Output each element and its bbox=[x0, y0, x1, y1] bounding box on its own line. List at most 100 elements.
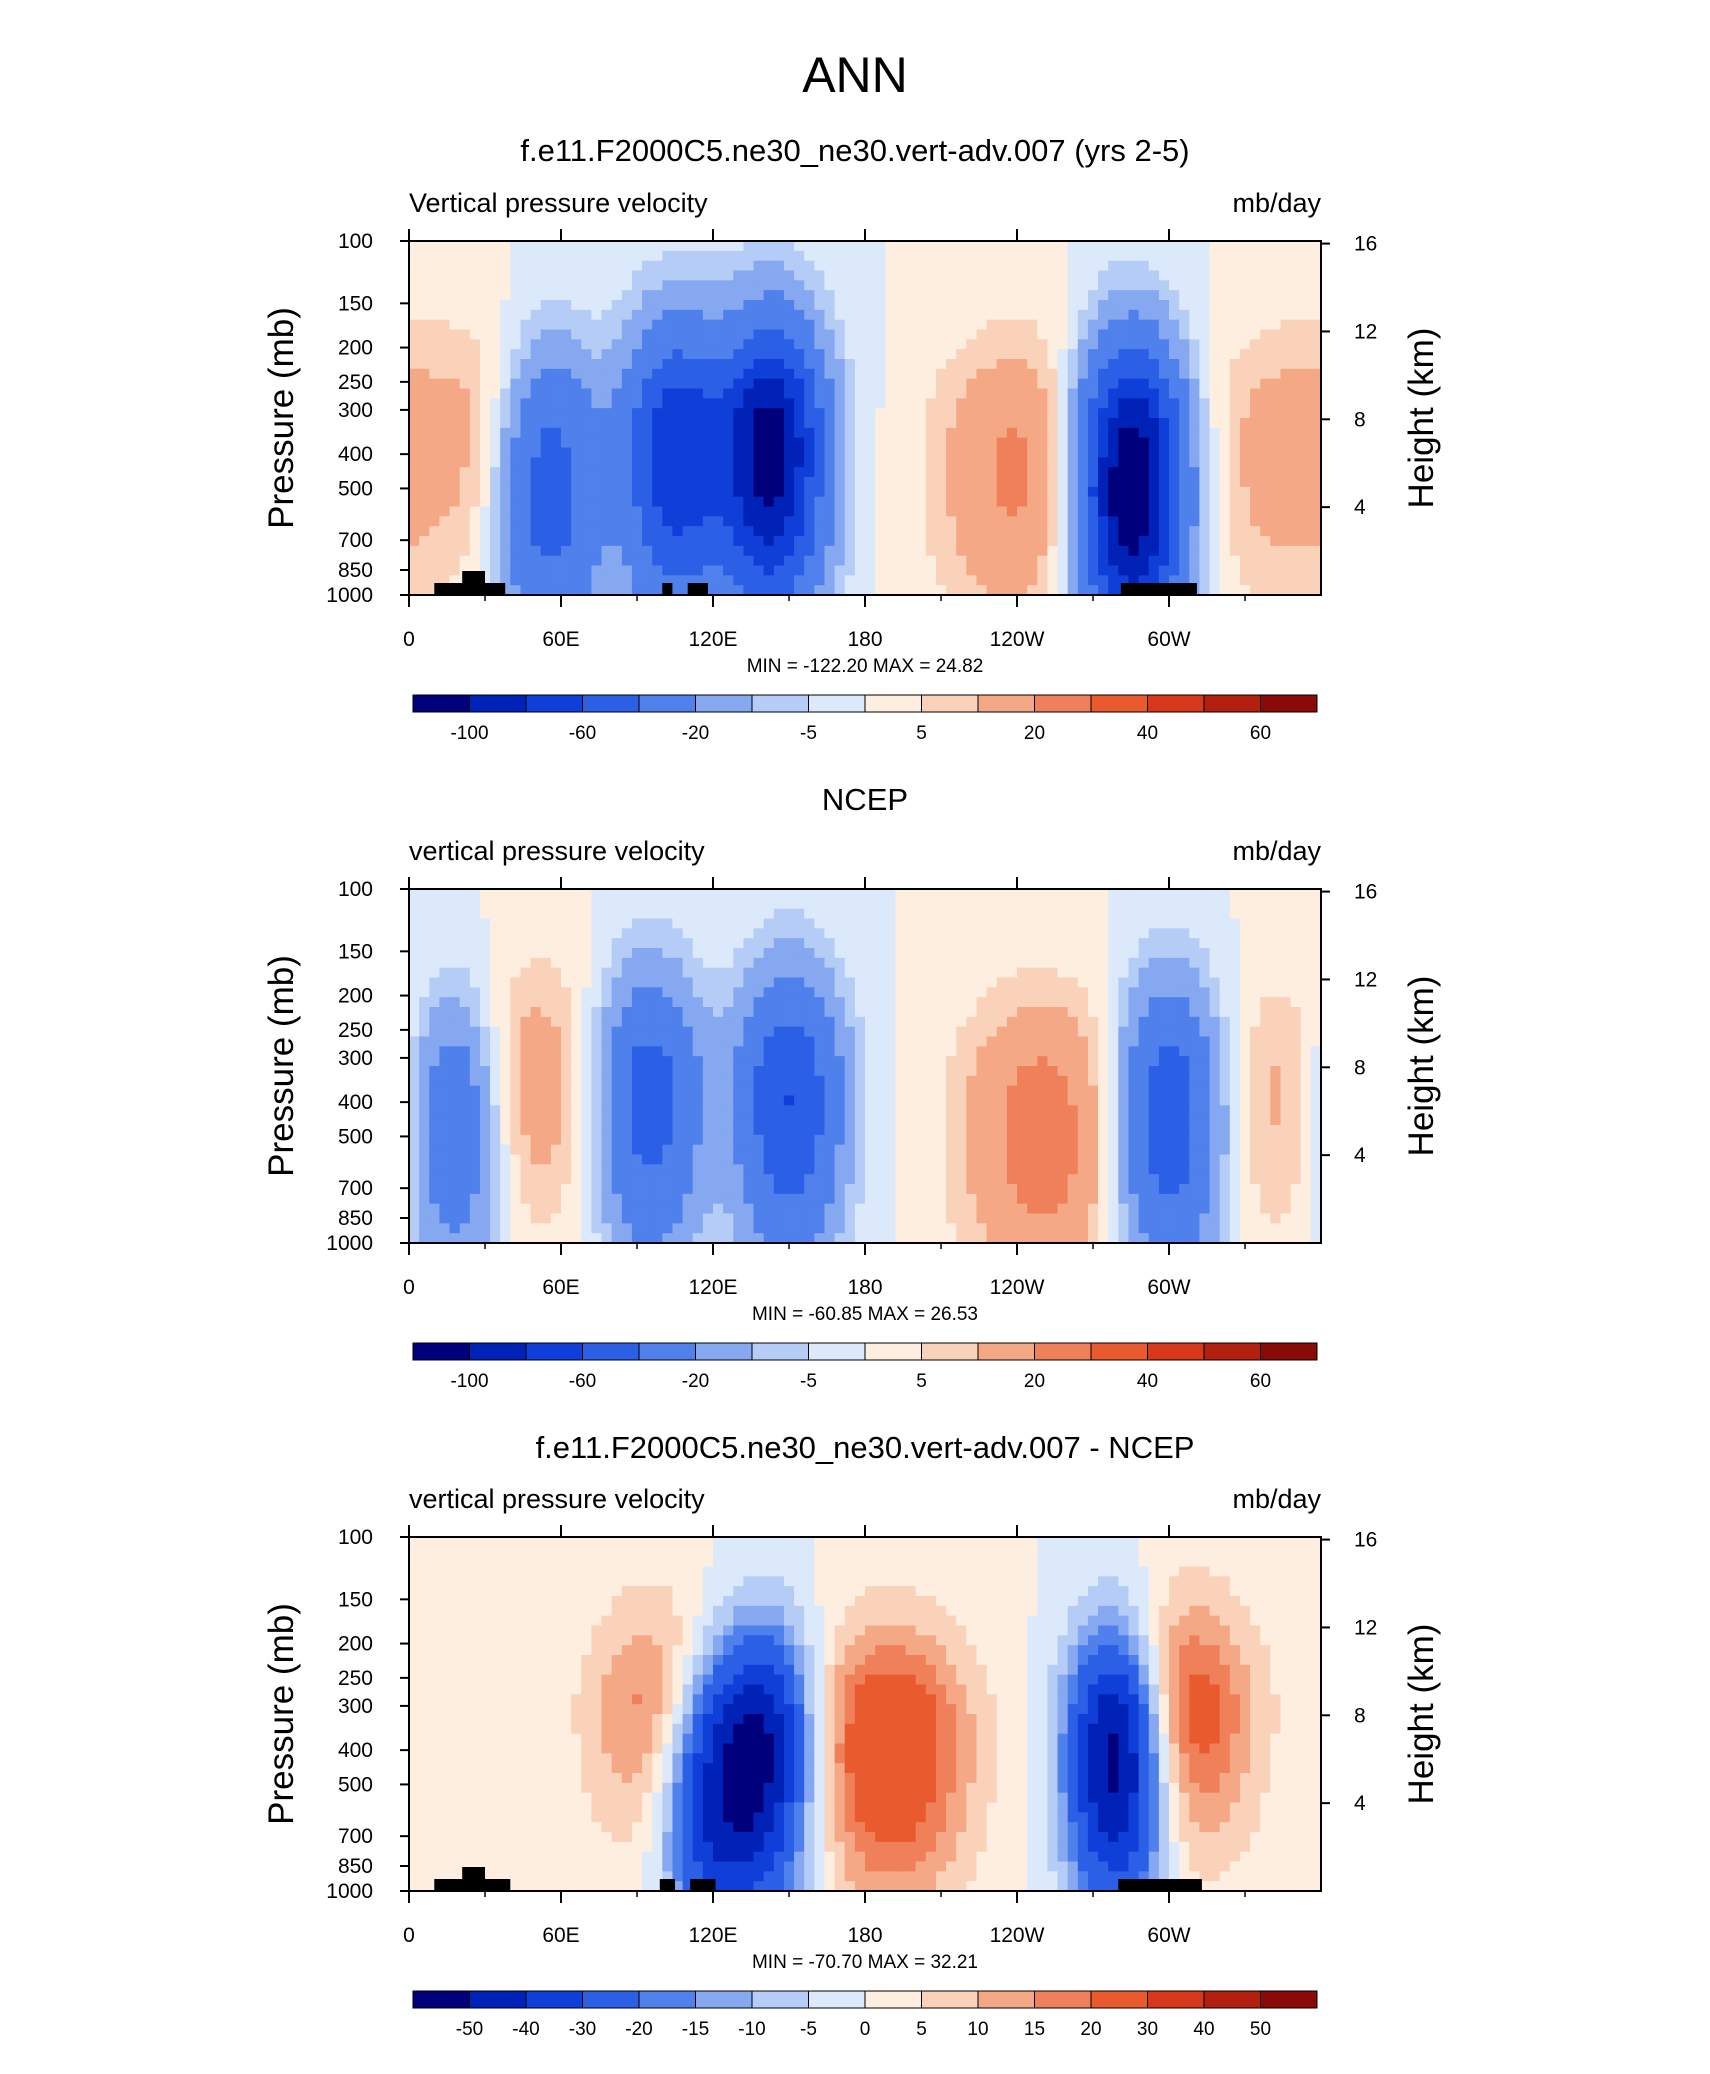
contour-cell bbox=[1077, 280, 1089, 291]
contour-cell bbox=[1239, 516, 1251, 527]
y-tick-label: 100 bbox=[338, 230, 373, 253]
contour-cell bbox=[429, 496, 440, 508]
contour-cell bbox=[601, 1026, 613, 1038]
contour-cell bbox=[1300, 516, 1312, 527]
contour-cell bbox=[1189, 1036, 1200, 1047]
contour-cell bbox=[865, 300, 876, 311]
contour-cell bbox=[621, 309, 633, 321]
contour-cell bbox=[702, 565, 714, 576]
contour-cell bbox=[1077, 938, 1089, 949]
contour-cell bbox=[1169, 987, 1180, 998]
contour-cell bbox=[702, 1046, 714, 1057]
contour-cell bbox=[743, 1026, 755, 1038]
contour-cell bbox=[561, 898, 572, 910]
contour-cell bbox=[1250, 398, 1261, 409]
contour-cell bbox=[976, 329, 988, 340]
contour-cell bbox=[581, 1007, 592, 1018]
contour-cell bbox=[1300, 496, 1312, 508]
contour-cell bbox=[966, 948, 978, 959]
contour-cell bbox=[794, 280, 805, 291]
contour-cell bbox=[1128, 339, 1140, 350]
contour-cell bbox=[1179, 467, 1190, 478]
contour-cell bbox=[946, 418, 957, 429]
contour-cell bbox=[1209, 496, 1221, 508]
contour-cell bbox=[794, 329, 805, 340]
contour-cell bbox=[561, 359, 572, 370]
contour-cell bbox=[702, 329, 714, 340]
contour-cell bbox=[611, 997, 623, 1008]
contour-cell bbox=[662, 290, 674, 301]
contour-cell bbox=[1189, 329, 1200, 340]
contour-cell bbox=[1108, 408, 1119, 419]
contour-cell bbox=[702, 908, 714, 920]
contour-cell bbox=[469, 477, 481, 488]
contour-cell bbox=[1260, 329, 1271, 340]
contour-cell bbox=[804, 378, 815, 390]
contour-cell bbox=[530, 467, 542, 478]
contour-cell bbox=[1250, 957, 1261, 969]
contour-cell bbox=[956, 948, 967, 959]
contour-cell bbox=[1310, 516, 1322, 527]
contour-cell bbox=[1300, 928, 1312, 939]
contour-cell bbox=[621, 270, 633, 281]
contour-cell bbox=[1158, 477, 1170, 488]
contour-cell bbox=[449, 977, 461, 988]
contour-cell bbox=[601, 928, 613, 939]
contour-cell bbox=[449, 997, 461, 1008]
contour-cell bbox=[1118, 427, 1130, 439]
x-tick-label: 0 bbox=[403, 628, 415, 651]
contour-cell bbox=[490, 555, 501, 567]
contour-cell bbox=[1128, 349, 1140, 360]
contour-cell bbox=[1280, 918, 1292, 929]
contour-cell bbox=[1300, 506, 1312, 517]
contour-cell bbox=[935, 309, 947, 321]
contour-cell bbox=[621, 977, 633, 988]
contour-cell bbox=[875, 565, 886, 576]
contour-cell bbox=[662, 349, 674, 360]
contour-cell bbox=[1158, 359, 1170, 370]
contour-cell bbox=[449, 938, 461, 949]
contour-cell bbox=[1087, 1016, 1099, 1028]
contour-cell bbox=[763, 928, 775, 939]
contour-cell bbox=[753, 250, 765, 262]
contour-cell bbox=[773, 378, 785, 390]
contour-cell bbox=[1219, 329, 1231, 340]
contour-cell bbox=[409, 457, 420, 468]
contour-cell bbox=[1006, 339, 1018, 350]
contour-cell bbox=[925, 467, 937, 478]
panel-1-title: f.e11.F2000C5.ne30_ne30.vert-adv.007 (yr… bbox=[520, 133, 1189, 168]
contour-cell bbox=[1219, 349, 1231, 360]
colorbar-swatch bbox=[1147, 694, 1205, 713]
contour-cell bbox=[1270, 300, 1282, 311]
contour-cell bbox=[550, 477, 562, 488]
contour-cell bbox=[1229, 1046, 1241, 1057]
contour-cell bbox=[581, 565, 592, 576]
contour-cell bbox=[1047, 938, 1059, 949]
contour-cell bbox=[1108, 928, 1119, 939]
contour-cell bbox=[814, 516, 826, 527]
contour-cell bbox=[1087, 368, 1099, 380]
contour-cell bbox=[865, 349, 876, 360]
contour-cell bbox=[1087, 908, 1099, 920]
contour-cell bbox=[1310, 506, 1322, 517]
contour-cell bbox=[743, 368, 755, 380]
contour-cell bbox=[479, 977, 491, 988]
contour-cell bbox=[1017, 319, 1028, 331]
contour-cell bbox=[1300, 565, 1312, 576]
contour-cell bbox=[1108, 349, 1119, 360]
contour-cell bbox=[854, 1036, 866, 1047]
contour-cell bbox=[419, 486, 430, 498]
contour-cell bbox=[1098, 516, 1109, 527]
contour-cell bbox=[996, 1046, 1008, 1057]
contour-cell bbox=[783, 977, 795, 988]
contour-cell bbox=[1158, 957, 1170, 969]
contour-cell bbox=[530, 447, 542, 458]
contour-cell bbox=[935, 977, 947, 988]
contour-cell bbox=[1006, 329, 1018, 340]
contour-cell bbox=[510, 496, 522, 508]
contour-cell bbox=[885, 997, 896, 1008]
contour-cell bbox=[996, 329, 1008, 340]
contour-cell bbox=[561, 280, 572, 291]
contour-cell bbox=[500, 260, 511, 272]
contour-cell bbox=[1239, 526, 1251, 537]
